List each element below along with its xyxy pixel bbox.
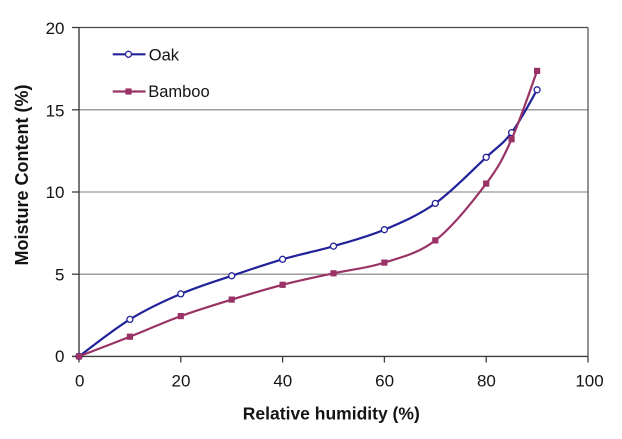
svg-text:5: 5 [55,266,64,285]
svg-text:20: 20 [172,371,191,390]
svg-text:Oak: Oak [149,46,180,64]
svg-text:100: 100 [575,371,603,390]
svg-text:20: 20 [46,19,65,38]
svg-text:Moisture Content (%): Moisture Content (%) [12,85,32,266]
svg-text:80: 80 [477,371,496,390]
svg-text:0: 0 [55,347,64,366]
svg-text:15: 15 [46,102,65,121]
svg-text:60: 60 [375,371,394,390]
svg-text:0: 0 [75,371,84,390]
svg-text:Bamboo: Bamboo [148,83,209,101]
svg-text:Relative humidity (%): Relative humidity (%) [243,404,420,424]
svg-text:40: 40 [273,371,292,390]
svg-text:10: 10 [46,183,65,202]
